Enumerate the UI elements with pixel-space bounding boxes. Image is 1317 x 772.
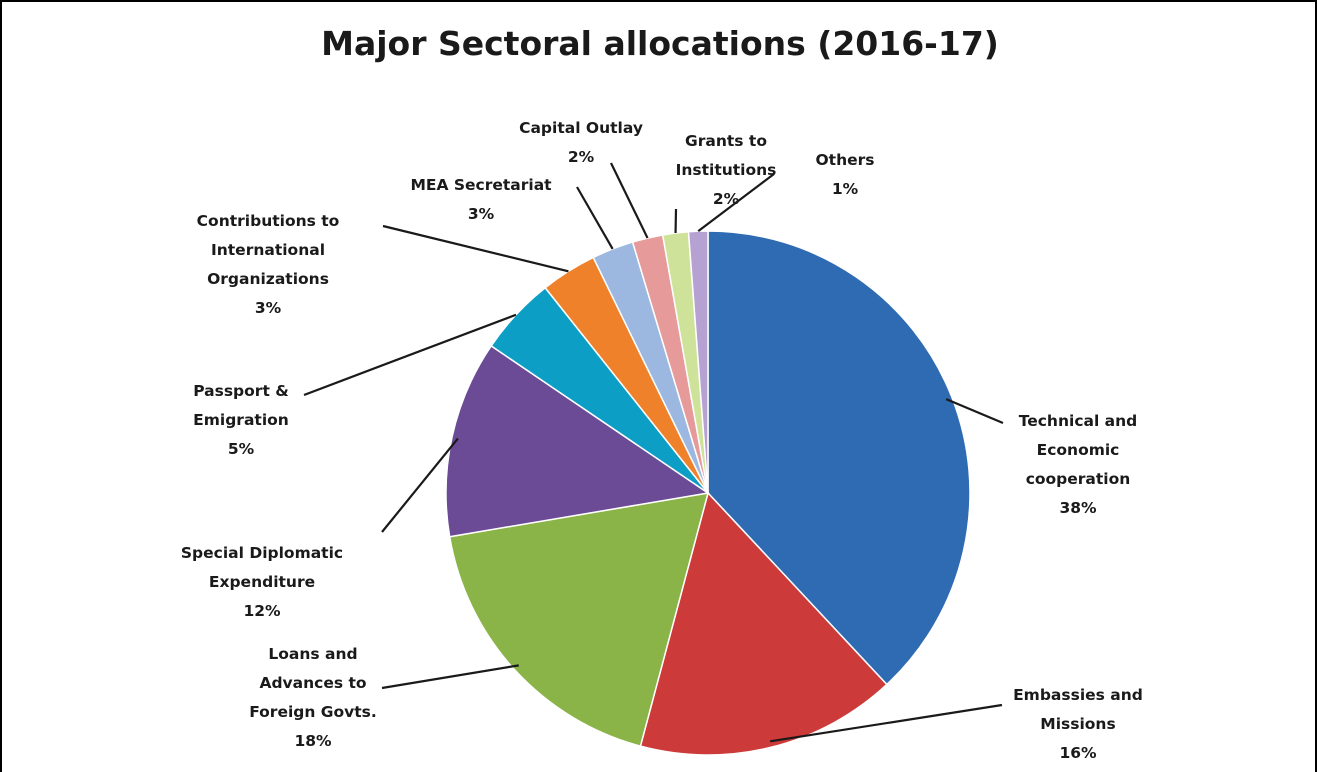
leader-line-7: [610, 162, 649, 239]
pie-slice-1: [639, 491, 888, 756]
slice-label-3: Special Diplomatic Expenditure 12%: [181, 544, 343, 620]
slice-label-0: Technical and Economic cooperation 38%: [1019, 412, 1138, 517]
chart-title: Major Sectoral allocations (2016-17): [321, 24, 999, 63]
slice-label-7: Capital Outlay 2%: [519, 119, 643, 166]
slice-label-5: Contributions to International Organizatio…: [197, 212, 340, 317]
leader-line-3: [381, 437, 459, 533]
leader-line-2: [381, 664, 519, 690]
pie-slice-3: [445, 344, 710, 538]
leader-line-6: [576, 186, 614, 250]
slice-labels: Technical and Economic cooperation 38% Embas…: [181, 119, 1143, 762]
slice-label-4: Passport & Emigration 5%: [193, 382, 289, 458]
leader-lines: [303, 162, 1004, 743]
leader-line-0: [945, 398, 1004, 425]
pie-slice-9: [687, 230, 709, 494]
slice-label-2: Loans and Advances to Foreign Govts. 18%: [249, 645, 377, 750]
leader-line-5: [382, 224, 569, 273]
slice-label-9: Others 1%: [815, 151, 874, 198]
pie-slice-2: [448, 492, 710, 748]
leader-line-1: [769, 703, 1003, 743]
pie-slice-0: [707, 230, 971, 686]
slice-label-1: Embassies and Missions 16%: [1013, 686, 1143, 762]
pie-slices: [445, 230, 971, 756]
slice-label-8: Grants to Institutions 2%: [676, 132, 777, 208]
leader-line-4: [303, 313, 517, 397]
slice-label-6: MEA Secretariat 3%: [410, 176, 552, 223]
leader-line-9: [697, 173, 775, 233]
